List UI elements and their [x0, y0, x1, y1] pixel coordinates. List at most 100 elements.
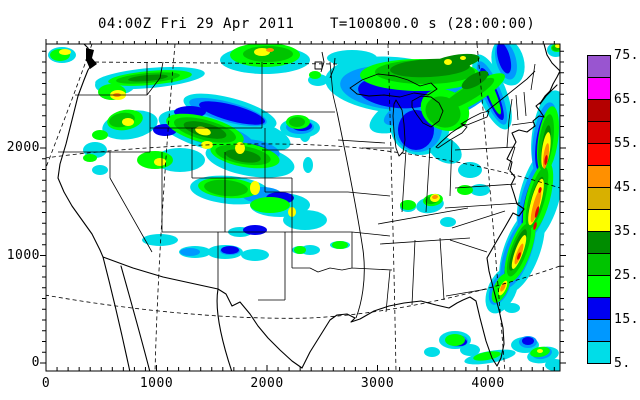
- title-datetime: 04:00Z Fri 29 Apr 2011: [98, 16, 295, 32]
- colorbar-segment: [587, 231, 611, 254]
- precip-blob-green-20: [92, 130, 108, 140]
- precip-blob-green-30: [128, 74, 168, 82]
- precip-blob-cyan-5: [424, 347, 440, 357]
- meridian-80w: [476, 44, 506, 371]
- precipitation-field: [48, 44, 560, 371]
- colorbar-segment: [587, 55, 611, 78]
- x-tick-label: 2000: [250, 376, 284, 391]
- colorbar-label: 25.: [614, 268, 639, 283]
- precip-blob-green-20: [445, 334, 465, 346]
- precip-blob-green-20: [400, 200, 416, 210]
- precip-blob-green-20: [309, 71, 321, 79]
- colorbar-segment: [587, 99, 611, 122]
- precip-blob-cyan-5: [504, 303, 520, 313]
- state-borders-layer: [58, 61, 536, 313]
- colorbar-segment: [587, 319, 611, 342]
- precip-blob-cyan-5: [428, 136, 462, 164]
- colorbar-segment: [587, 209, 611, 232]
- precip-blob-orange-45: [500, 282, 506, 292]
- precip-blob-green-30: [461, 70, 489, 90]
- precip-blob-cyan-5: [83, 142, 107, 158]
- precip-blob-yellow-35: [555, 44, 560, 48]
- colorbar-label: 35.: [614, 224, 639, 239]
- precip-blob-yellow-35: [195, 126, 211, 136]
- precip-blob-cyan-5: [460, 344, 480, 356]
- meridian-west: [46, 44, 93, 169]
- precip-blob-cyan-5: [233, 119, 291, 151]
- precip-blob-cyan-5: [440, 217, 456, 227]
- lake-huron: [411, 95, 444, 128]
- precip-blob-yellow-35: [59, 49, 71, 55]
- st-lawrence-river: [486, 70, 536, 112]
- precip-blob-green-20: [250, 197, 290, 213]
- precip-blob-green-20: [83, 154, 97, 162]
- plot-title: 04:00Z Fri 29 Apr 2011 T=100800.0 s (28:…: [0, 16, 640, 34]
- precip-blob-cyan-5: [241, 249, 269, 261]
- parallel-40n: [46, 143, 560, 189]
- precip-blob-yellow-35: [444, 59, 452, 65]
- precip-blob-orange-45: [432, 194, 438, 200]
- colorbar-segment: [587, 187, 611, 210]
- precip-blob-green-20: [473, 351, 501, 361]
- precip-blob-blue-15: [522, 337, 534, 345]
- precip-blob-cyan-5: [92, 165, 108, 175]
- precip-blob-red-50: [533, 222, 537, 230]
- y-tick-label: 0: [31, 355, 40, 370]
- colorbar-segment: [587, 341, 611, 364]
- lakes-layer: [314, 51, 536, 319]
- precip-blob-orange-45: [530, 189, 542, 223]
- precip-blob-red-50: [517, 252, 521, 260]
- colorbar-label: 45.: [614, 180, 639, 195]
- precip-blob-red-50: [534, 206, 540, 218]
- precip-blob-dodger-10: [180, 248, 200, 256]
- precip-blob-yellow-35: [154, 158, 166, 166]
- precip-blob-blue-15: [199, 101, 265, 125]
- meridian-115w: [154, 44, 176, 371]
- precip-blob-red-50: [544, 155, 548, 165]
- lake-ontario: [460, 110, 490, 126]
- precip-blob-cyan-5: [458, 162, 482, 178]
- precip-blob-yellow-35: [122, 118, 134, 126]
- precip-blob-green-20: [294, 246, 306, 254]
- colorbar-label: 15.: [614, 312, 639, 327]
- x-tick-label: 3000: [360, 376, 395, 391]
- x-tick-label: 4000: [471, 376, 505, 391]
- precip-blob-blue-15: [398, 110, 434, 150]
- colorbar-label: 55.: [614, 136, 639, 151]
- precip-blob-yellow-35: [250, 181, 260, 195]
- precip-blob-green-20: [332, 241, 348, 249]
- latlon-grid-layer: [46, 44, 560, 371]
- colorbar-label: 75.: [614, 48, 639, 63]
- precip-blob-yellow-35: [235, 142, 245, 154]
- precip-blob-green-30: [225, 149, 261, 163]
- colorbar-segment: [587, 121, 611, 144]
- title-model-time: T=100800.0 s (28:00:00): [330, 16, 536, 32]
- precip-blob-cyan-5: [303, 157, 313, 173]
- precip-blob-green-25: [204, 179, 248, 197]
- precip-blob-orange-45: [266, 48, 274, 52]
- y-tick-label: 2000: [6, 140, 40, 155]
- x-tick-label: 0: [41, 376, 51, 391]
- y-tick-label: 1000: [6, 247, 40, 263]
- colorbar-segment: [587, 275, 611, 298]
- precip-blob-cyan-5: [142, 234, 178, 246]
- coastline-layer: [57, 44, 560, 371]
- coastline-path: [57, 44, 560, 371]
- precip-blob-blue-15: [243, 225, 267, 235]
- state-borders-path: [58, 61, 536, 313]
- colorbar-segment: [587, 297, 611, 320]
- precip-blob-green-30: [430, 53, 480, 71]
- precip-blob-yellow-35: [460, 56, 466, 60]
- meridian-90w: [387, 44, 397, 371]
- colorbar-segment: [587, 143, 611, 166]
- precip-blob-cyan-5: [545, 359, 560, 371]
- puget-sound-mark: [86, 48, 97, 69]
- lake-michigan: [392, 99, 406, 157]
- colorbar-segment: [587, 165, 611, 188]
- colorbar-label: 65.: [614, 92, 639, 107]
- mississippi-river: [336, 111, 365, 319]
- colorbar-label: 5.: [614, 356, 631, 371]
- x-tick-label: 1000: [139, 376, 174, 391]
